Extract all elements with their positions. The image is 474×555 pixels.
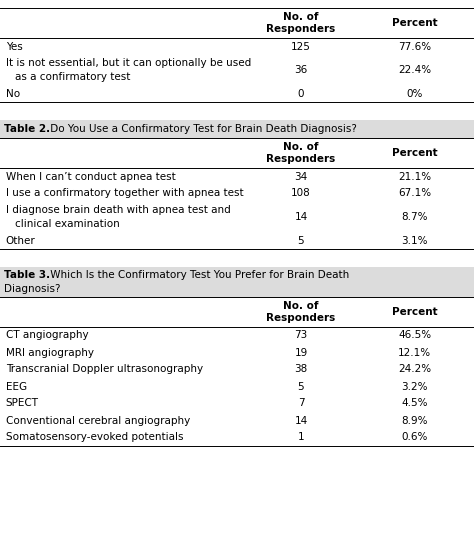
Text: 0.6%: 0.6%	[401, 432, 428, 442]
Text: 3.1%: 3.1%	[401, 235, 428, 245]
Text: Yes: Yes	[6, 42, 22, 52]
Text: 108: 108	[291, 189, 311, 199]
Text: 14: 14	[294, 212, 308, 222]
Text: 0: 0	[298, 88, 304, 98]
Text: CT angiography: CT angiography	[6, 330, 88, 341]
Text: 5: 5	[298, 381, 304, 391]
Text: Which Is the Confirmatory Test You Prefer for Brain Death: Which Is the Confirmatory Test You Prefe…	[47, 270, 350, 280]
Text: Table 3.: Table 3.	[4, 270, 50, 280]
Text: No. of
Responders: No. of Responders	[266, 142, 336, 164]
Text: I use a confirmatory together with apnea test: I use a confirmatory together with apnea…	[6, 189, 243, 199]
Text: 22.4%: 22.4%	[398, 65, 431, 75]
Text: Somatosensory-evoked potentials: Somatosensory-evoked potentials	[6, 432, 183, 442]
Text: 5: 5	[298, 235, 304, 245]
Text: 67.1%: 67.1%	[398, 189, 431, 199]
Bar	[0, 120, 474, 138]
Text: 34: 34	[294, 171, 308, 181]
Text: 73: 73	[294, 330, 308, 341]
Text: Other: Other	[6, 235, 36, 245]
Text: I diagnose brain death with apnea test and: I diagnose brain death with apnea test a…	[6, 205, 230, 215]
Text: EEG: EEG	[6, 381, 27, 391]
Text: 19: 19	[294, 347, 308, 357]
Text: Percent: Percent	[392, 18, 438, 28]
Text: 125: 125	[291, 42, 311, 52]
Text: 77.6%: 77.6%	[398, 42, 431, 52]
Text: Table 2.: Table 2.	[4, 124, 50, 134]
Text: MRI angiography: MRI angiography	[6, 347, 94, 357]
Text: Do You Use a Confirmatory Test for Brain Death Diagnosis?: Do You Use a Confirmatory Test for Brain…	[47, 124, 357, 134]
Text: Conventional cerebral angiography: Conventional cerebral angiography	[6, 416, 190, 426]
Text: 8.9%: 8.9%	[401, 416, 428, 426]
Text: It is not essential, but it can optionally be used: It is not essential, but it can optional…	[6, 58, 251, 68]
Text: 24.2%: 24.2%	[398, 365, 431, 375]
Text: Percent: Percent	[392, 307, 438, 317]
Text: 12.1%: 12.1%	[398, 347, 431, 357]
Text: 7: 7	[298, 398, 304, 408]
Text: 38: 38	[294, 365, 308, 375]
Text: 0%: 0%	[407, 88, 423, 98]
Text: clinical examination: clinical examination	[15, 219, 120, 229]
Text: Percent: Percent	[392, 148, 438, 158]
Text: 46.5%: 46.5%	[398, 330, 431, 341]
Text: 14: 14	[294, 416, 308, 426]
Text: No. of
Responders: No. of Responders	[266, 301, 336, 323]
Bar	[0, 267, 474, 297]
Text: When I can’t conduct apnea test: When I can’t conduct apnea test	[6, 171, 175, 181]
Text: 1: 1	[298, 432, 304, 442]
Text: 8.7%: 8.7%	[401, 212, 428, 222]
Text: Transcranial Doppler ultrasonography: Transcranial Doppler ultrasonography	[6, 365, 203, 375]
Text: No: No	[6, 88, 20, 98]
Text: 21.1%: 21.1%	[398, 171, 431, 181]
Text: 4.5%: 4.5%	[401, 398, 428, 408]
Text: No. of
Responders: No. of Responders	[266, 12, 336, 34]
Text: Diagnosis?: Diagnosis?	[4, 285, 60, 295]
Text: 36: 36	[294, 65, 308, 75]
Text: 3.2%: 3.2%	[401, 381, 428, 391]
Text: SPECT: SPECT	[6, 398, 39, 408]
Text: as a confirmatory test: as a confirmatory test	[15, 72, 130, 82]
